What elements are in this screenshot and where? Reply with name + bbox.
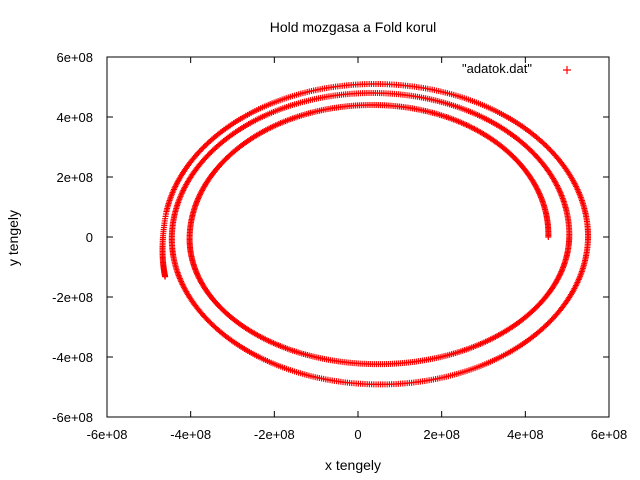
- data-point: [535, 189, 542, 196]
- data-point: [203, 141, 210, 148]
- data-point: [557, 271, 564, 278]
- y-tick-label: 2e+08: [56, 170, 93, 185]
- data-point: [198, 188, 205, 195]
- x-tick-label: 4e+08: [507, 427, 544, 442]
- data-point: [199, 187, 206, 194]
- y-axis-label: y tengely: [5, 210, 21, 266]
- data-point: [162, 273, 169, 280]
- y-tick-label: 4e+08: [56, 110, 93, 125]
- series-layer: [159, 81, 592, 388]
- legend-label: "adatok.dat": [462, 61, 532, 76]
- chart-title: Hold mozgasa a Fold korul: [270, 19, 437, 35]
- spiral-trajectory: [159, 81, 592, 388]
- y-tick-label: -2e+08: [52, 290, 93, 305]
- data-point: [544, 320, 551, 327]
- data-point: [546, 145, 553, 152]
- legend-marker: [563, 66, 571, 74]
- data-point: [555, 273, 562, 280]
- data-point: [200, 144, 207, 151]
- legend-plus-mark: [563, 66, 571, 74]
- ticks-layer: -6e+08 -4e+08 -2e+08 0 2e+08 4e+08 6e+08 -6e+08…: [52, 50, 627, 442]
- y-tick-label: -6e+08: [52, 410, 93, 425]
- data-point: [197, 190, 204, 197]
- data-point: [197, 191, 204, 198]
- x-tick-label: 2e+08: [423, 427, 460, 442]
- x-axis-label: x tengely: [325, 457, 381, 473]
- data-point: [554, 276, 561, 283]
- x-tick-label: -4e+08: [170, 427, 211, 442]
- data-point: [555, 275, 562, 282]
- y-tick-label: 0: [86, 230, 93, 245]
- x-tick-label: 0: [354, 427, 361, 442]
- data-point: [556, 272, 563, 279]
- data-point: [544, 144, 551, 151]
- x-tick-label: -6e+08: [87, 427, 128, 442]
- plot-frame: [106, 56, 610, 418]
- data-point: [196, 192, 203, 199]
- y-tick-label: -4e+08: [52, 350, 93, 365]
- x-tick-label: -2e+08: [254, 427, 295, 442]
- data-point: [201, 143, 208, 150]
- data-point: [536, 190, 543, 197]
- data-point: [547, 147, 554, 154]
- y-tick-label: 6e+08: [56, 50, 93, 65]
- data-point: [543, 143, 550, 150]
- data-point: [195, 194, 202, 201]
- legend: "adatok.dat": [462, 61, 571, 76]
- data-point: [204, 140, 211, 147]
- x-tick-label: 6e+08: [591, 427, 628, 442]
